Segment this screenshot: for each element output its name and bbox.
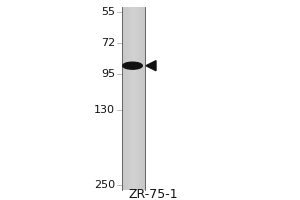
Text: 72: 72 [101, 38, 115, 48]
Bar [132, 7, 134, 190]
Polygon shape [146, 61, 156, 71]
Bar [128, 7, 129, 190]
Bar [127, 7, 128, 190]
Bar [143, 7, 144, 190]
Bar [130, 7, 131, 190]
Bar [134, 7, 135, 190]
Bar [140, 7, 141, 190]
Bar [132, 7, 133, 190]
Bar [124, 7, 125, 190]
Bar [140, 7, 142, 190]
Text: ZR-75-1: ZR-75-1 [129, 188, 178, 200]
Bar [136, 7, 137, 190]
Bar [125, 7, 126, 190]
Text: 55: 55 [101, 7, 115, 17]
Bar [135, 7, 136, 190]
Bar [138, 7, 139, 190]
Bar [143, 7, 144, 190]
Bar [133, 7, 134, 190]
Bar [131, 7, 132, 190]
Bar [135, 7, 136, 190]
Bar [136, 7, 137, 190]
Text: 130: 130 [94, 105, 115, 115]
Bar [128, 7, 129, 190]
Bar [144, 7, 145, 190]
Bar [123, 7, 124, 190]
Bar [139, 7, 140, 190]
Bar [129, 7, 130, 190]
Bar [144, 7, 145, 190]
Bar [141, 7, 142, 190]
Ellipse shape [123, 62, 142, 69]
Bar [124, 7, 125, 190]
Bar [130, 7, 132, 190]
Bar [122, 7, 123, 190]
Bar [134, 7, 135, 190]
Text: 250: 250 [94, 180, 115, 190]
Bar [142, 7, 143, 190]
Bar [137, 7, 139, 190]
Bar [127, 7, 128, 190]
Text: 95: 95 [101, 69, 115, 79]
Bar [137, 7, 138, 190]
Bar [125, 7, 127, 190]
Bar [126, 7, 127, 190]
Bar [123, 7, 124, 190]
Bar [139, 7, 140, 190]
